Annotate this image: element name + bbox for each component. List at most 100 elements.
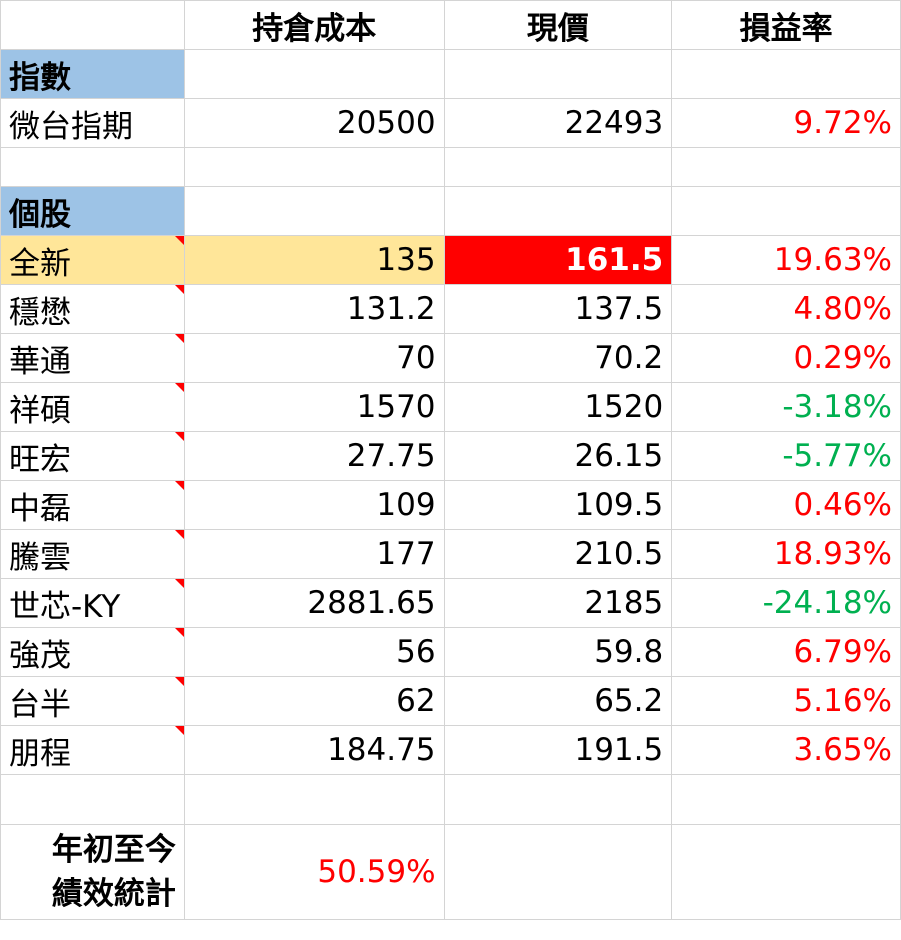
cost-cell[interactable]: 56 [183,627,445,677]
name-cell[interactable]: 穩懋 [0,284,185,334]
empty-cell[interactable] [671,824,901,920]
cost-cell[interactable]: 70 [183,333,445,383]
stock-rows: 全新 135 161.5 19.63% 穩懋 131.2 137.5 4.80% 華通 70 70.… [0,235,901,775]
comment-marker-icon[interactable] [174,530,184,539]
empty-cell[interactable] [671,774,901,825]
cost-cell[interactable]: 27.75 [183,431,445,481]
cost-cell[interactable]: 131.2 [183,284,445,334]
price-cell[interactable]: 70.2 [443,333,673,383]
pnl-cell[interactable]: 0.46% [671,480,901,530]
pnl-cell[interactable]: -24.18% [671,578,901,628]
table-row: 華通 70 70.2 0.29% [0,333,901,383]
table-row: 強茂 56 59.8 6.79% [0,627,901,677]
section-label-stocks[interactable]: 個股 [0,186,185,236]
price-cell[interactable]: 109.5 [443,480,673,530]
empty-cell[interactable] [0,147,185,187]
price-cell[interactable]: 22493 [443,98,673,148]
name-cell[interactable]: 騰雲 [0,529,185,579]
pnl-cell[interactable]: 18.93% [671,529,901,579]
comment-marker-icon[interactable] [174,334,184,343]
empty-cell[interactable] [443,49,673,99]
summary-label[interactable]: 年初至今 績效統計 [0,824,185,920]
pnl-cell[interactable]: -5.77% [671,431,901,481]
table-row: 中磊 109 109.5 0.46% [0,480,901,530]
empty-cell[interactable] [671,186,901,236]
name-cell[interactable]: 強茂 [0,627,185,677]
table-row: 穩懋 131.2 137.5 4.80% [0,284,901,334]
name-cell[interactable]: 華通 [0,333,185,383]
comment-marker-icon[interactable] [174,628,184,637]
price-cell[interactable]: 161.5 [443,235,673,285]
name-cell[interactable]: 旺宏 [0,431,185,481]
empty-cell[interactable] [0,774,185,825]
name-cell[interactable]: 中磊 [0,480,185,530]
summary-row: 年初至今 績效統計 50.59% [0,824,901,920]
blank-row [0,774,901,825]
empty-cell[interactable] [443,147,673,187]
comment-marker-icon[interactable] [174,726,184,735]
cost-cell[interactable]: 135 [183,235,445,285]
pnl-cell[interactable]: 5.16% [671,676,901,726]
price-cell[interactable]: 26.15 [443,431,673,481]
summary-value[interactable]: 50.59% [183,824,445,920]
table-row: 祥碩 1570 1520 -3.18% [0,382,901,432]
empty-cell[interactable] [183,186,445,236]
pnl-cell[interactable]: 6.79% [671,627,901,677]
header-cost[interactable]: 持倉成本 [183,0,445,50]
comment-marker-icon[interactable] [174,383,184,392]
name-cell[interactable]: 世芯-KY [0,578,185,628]
cost-cell[interactable]: 1570 [183,382,445,432]
comment-marker-icon[interactable] [174,579,184,588]
price-cell[interactable]: 210.5 [443,529,673,579]
empty-cell[interactable] [183,49,445,99]
table-row: 全新 135 161.5 19.63% [0,235,901,285]
pnl-cell[interactable]: 4.80% [671,284,901,334]
blank-row [0,147,901,187]
cost-cell[interactable]: 20500 [183,98,445,148]
empty-cell[interactable] [183,774,445,825]
section-row-stocks: 個股 [0,186,901,236]
comment-marker-icon[interactable] [174,677,184,686]
pnl-cell[interactable]: -3.18% [671,382,901,432]
empty-cell[interactable] [671,147,901,187]
pnl-cell[interactable]: 3.65% [671,725,901,775]
price-cell[interactable]: 2185 [443,578,673,628]
name-cell[interactable]: 全新 [0,235,185,285]
empty-cell[interactable] [443,186,673,236]
empty-cell[interactable] [443,774,673,825]
section-row-index: 指數 [0,49,901,99]
cost-cell[interactable]: 2881.65 [183,578,445,628]
table-row: 台半 62 65.2 5.16% [0,676,901,726]
header-row: 持倉成本 現價 損益率 [0,0,901,50]
empty-cell[interactable] [671,49,901,99]
portfolio-sheet: 持倉成本 現價 損益率 指數 微台指期 20500 22493 9.72% 個股… [0,0,901,920]
name-cell[interactable]: 微台指期 [0,98,185,148]
cost-cell[interactable]: 177 [183,529,445,579]
comment-marker-icon[interactable] [174,285,184,294]
header-pnl[interactable]: 損益率 [671,0,901,50]
pnl-cell[interactable]: 19.63% [671,235,901,285]
price-cell[interactable]: 1520 [443,382,673,432]
price-cell[interactable]: 191.5 [443,725,673,775]
price-cell[interactable]: 137.5 [443,284,673,334]
name-cell[interactable]: 朋程 [0,725,185,775]
name-cell[interactable]: 台半 [0,676,185,726]
cost-cell[interactable]: 184.75 [183,725,445,775]
cost-cell[interactable]: 109 [183,480,445,530]
summary-label-line2: 績效統計 [51,876,176,912]
header-price[interactable]: 現價 [443,0,673,50]
cost-cell[interactable]: 62 [183,676,445,726]
pnl-cell[interactable]: 0.29% [671,333,901,383]
empty-cell[interactable] [443,824,673,920]
comment-marker-icon[interactable] [174,481,184,490]
comment-marker-icon[interactable] [174,236,184,245]
comment-marker-icon[interactable] [174,432,184,441]
name-cell[interactable]: 祥碩 [0,382,185,432]
empty-cell[interactable] [183,147,445,187]
header-cell-empty[interactable] [0,0,185,50]
table-row: 旺宏 27.75 26.15 -5.77% [0,431,901,481]
price-cell[interactable]: 59.8 [443,627,673,677]
pnl-cell[interactable]: 9.72% [671,98,901,148]
price-cell[interactable]: 65.2 [443,676,673,726]
section-label-index[interactable]: 指數 [0,49,185,99]
